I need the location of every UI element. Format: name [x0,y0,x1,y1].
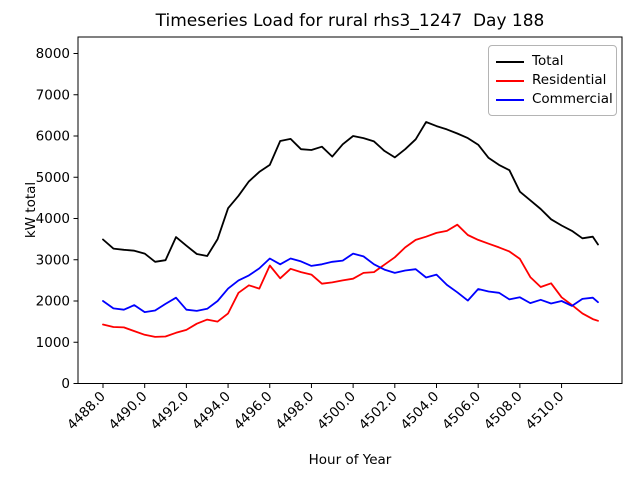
legend-item-total: Total [496,52,608,71]
y-tick-label: 0 [61,376,70,392]
x-tick-label: 4508.0 [481,389,526,434]
series-line-total [102,121,599,263]
x-axis-label: Hour of Year [308,452,392,468]
y-tick-label: 8000 [36,46,70,62]
y-tick-label: 2000 [36,294,70,310]
legend-line-commercial [496,98,524,101]
series-line-commercial [102,252,599,314]
x-tick-label: 4492.0 [147,389,192,434]
y-tick-label: 3000 [36,252,70,268]
x-tick-label: 4488.0 [64,389,109,434]
axes-frame [77,36,623,384]
y-tick-label: 1000 [36,335,70,351]
x-tick-label: 4500.0 [314,389,359,434]
legend-item-residential: Residential [496,71,608,90]
x-tick-label: 4490.0 [106,389,151,434]
x-tick-label: 4494.0 [189,389,234,434]
legend-line-residential [496,79,524,82]
legend-label-commercial: Commercial [532,91,613,107]
y-tick-label: 6000 [36,129,70,145]
legend-line-total [496,60,524,63]
y-tick-label: 4000 [36,211,70,227]
legend-item-commercial: Commercial [496,90,613,109]
x-tick-label: 4496.0 [231,389,276,434]
chart-title: Timeseries Load for rural rhs3_1247 Day … [155,11,545,31]
x-tick-label: 4504.0 [398,389,443,434]
x-tick-label: 4498.0 [273,389,318,434]
x-tick-label: 4502.0 [356,389,401,434]
y-tick-label: 7000 [36,87,70,103]
legend-label-residential: Residential [532,72,607,88]
legend-label-total: Total [532,53,564,69]
series-line-residential [102,223,599,338]
x-tick-label: 4510.0 [523,389,568,434]
legend: Total Residential Commercial [488,45,617,116]
y-tick-label: 5000 [36,170,70,186]
x-tick-label: 4506.0 [439,389,484,434]
